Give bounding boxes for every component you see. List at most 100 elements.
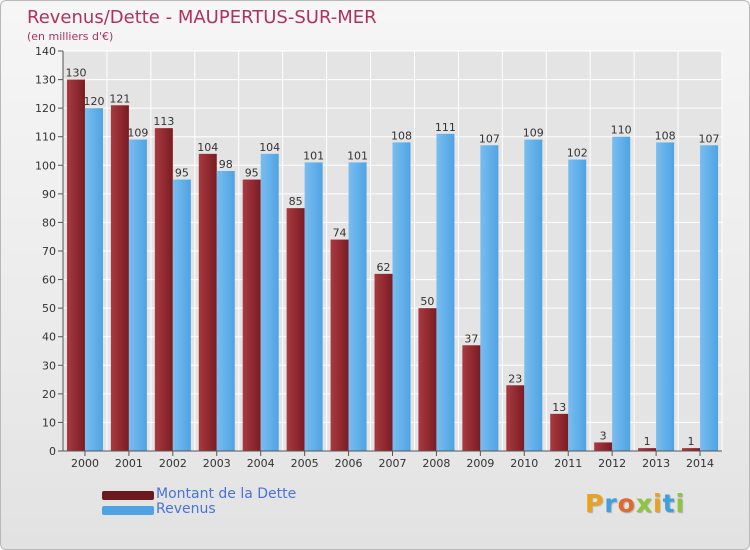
data-label-dette: 23: [508, 372, 522, 385]
bar-revenus: [480, 145, 499, 452]
logo-letter: P: [585, 489, 605, 518]
y-tick-label: 10: [42, 416, 56, 429]
logo-letter: t: [662, 489, 676, 518]
data-label-revenus: 107: [699, 132, 720, 145]
bar-revenus: [304, 162, 323, 451]
data-label-revenus: 104: [259, 141, 280, 154]
y-tick-label: 80: [42, 216, 56, 229]
bar-dette: [682, 448, 701, 451]
data-label-revenus: 120: [83, 95, 104, 108]
x-tick-label: 2010: [510, 457, 538, 470]
bar-dette: [286, 208, 305, 451]
legend-swatch-dette: [102, 491, 154, 500]
y-tick-label: 100: [35, 159, 56, 172]
logo-letter: x: [635, 489, 653, 518]
data-label-revenus: 109: [523, 127, 544, 140]
data-label-dette: 121: [109, 92, 130, 105]
data-label-revenus: 108: [655, 129, 676, 142]
y-tick-label: 0: [49, 445, 56, 458]
y-tick-label: 30: [42, 359, 56, 372]
data-label-dette: 113: [153, 115, 174, 128]
bar-revenus: [524, 139, 543, 452]
x-tick-label: 2014: [686, 457, 714, 470]
data-label-revenus: 110: [611, 124, 632, 137]
x-tick-label: 2013: [642, 457, 670, 470]
data-label-revenus: 101: [303, 149, 324, 162]
logo-letter: i: [653, 489, 663, 518]
proxiti-logo: Proxiti: [585, 489, 685, 518]
bar-revenus: [700, 145, 719, 452]
data-label-revenus: 101: [347, 149, 368, 162]
data-label-revenus: 109: [127, 127, 148, 140]
x-tick-label: 2008: [422, 457, 450, 470]
data-label-dette: 1: [688, 435, 695, 448]
y-tick-label: 50: [42, 302, 56, 315]
bar-dette: [110, 105, 129, 452]
bar-dette: [154, 128, 173, 451]
bar-revenus: [128, 139, 147, 452]
x-tick-label: 2004: [247, 457, 275, 470]
data-label-dette: 50: [420, 295, 434, 308]
x-tick-label: 2001: [115, 457, 143, 470]
y-tick-label: 20: [42, 388, 56, 401]
y-tick-label: 60: [42, 274, 56, 287]
bar-dette: [638, 448, 657, 451]
bar-dette: [550, 413, 569, 451]
bar-revenus: [656, 142, 675, 451]
data-label-revenus: 108: [391, 129, 412, 142]
legend-swatch-revenus: [102, 506, 154, 515]
y-tick-label: 130: [35, 74, 56, 87]
y-tick-label: 70: [42, 245, 56, 258]
bar-dette: [374, 273, 393, 451]
x-tick-label: 2006: [335, 457, 363, 470]
data-label-revenus: 107: [479, 132, 500, 145]
bar-revenus: [392, 142, 411, 451]
chart-title: Revenus/Dette - MAUPERTUS-SUR-MER: [27, 7, 377, 28]
x-tick-label: 2007: [379, 457, 407, 470]
data-label-revenus: 98: [219, 158, 233, 171]
bar-revenus: [612, 136, 631, 451]
bar-dette: [198, 153, 217, 451]
bar-dette: [594, 442, 613, 451]
x-tick-label: 2000: [71, 457, 99, 470]
x-tick-label: 2003: [203, 457, 231, 470]
x-tick-label: 2012: [598, 457, 626, 470]
bar-revenus: [348, 162, 367, 451]
bar-revenus: [216, 171, 235, 451]
data-label-dette: 74: [333, 227, 347, 240]
y-tick-label: 90: [42, 188, 56, 201]
data-label-dette: 1: [644, 435, 651, 448]
legend-label-revenus: Revenus: [156, 501, 216, 517]
bar-dette: [418, 308, 437, 451]
bar-dette: [330, 239, 349, 451]
bar-dette: [506, 385, 525, 451]
y-tick-label: 140: [35, 45, 56, 58]
x-tick-label: 2011: [554, 457, 582, 470]
chart-subtitle: (en milliers d'€): [27, 30, 114, 43]
logo-letter: i: [675, 489, 686, 518]
bar-revenus: [172, 179, 191, 452]
x-tick-label: 2005: [291, 457, 319, 470]
x-tick-label: 2009: [466, 457, 494, 470]
logo-letter: r: [604, 489, 618, 518]
data-label-dette: 85: [289, 195, 303, 208]
data-label-dette: 104: [197, 141, 218, 154]
data-label-dette: 37: [464, 332, 478, 345]
y-tick-label: 40: [42, 331, 56, 344]
data-label-revenus: 95: [175, 167, 189, 180]
bar-revenus: [84, 108, 103, 452]
data-label-dette: 62: [377, 261, 391, 274]
data-label-dette: 95: [245, 167, 259, 180]
bar-dette: [242, 179, 261, 452]
data-label-revenus: 102: [567, 147, 588, 160]
logo-letter: o: [617, 489, 636, 518]
bar-revenus: [568, 159, 587, 452]
y-tick-label: 120: [35, 102, 56, 115]
data-label-dette: 3: [600, 429, 607, 442]
data-label-dette: 13: [552, 401, 566, 414]
bar-revenus: [436, 133, 455, 451]
data-label-revenus: 111: [435, 121, 456, 134]
bar-revenus: [260, 153, 279, 451]
